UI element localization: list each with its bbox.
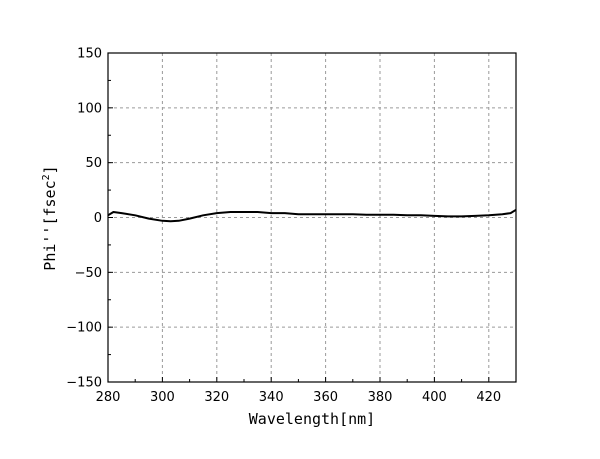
y-tick-labels: −150 −100 −50 0 50 100 150: [66, 47, 102, 391]
y-tick-label: −50: [75, 266, 102, 281]
axis-ticks: [107, 52, 490, 383]
x-tick-label: 320: [204, 390, 229, 405]
y-tick-label: 50: [85, 156, 102, 171]
grid-lines: [108, 53, 516, 382]
x-tick-label: 300: [150, 390, 175, 405]
y-tick-label: 150: [77, 47, 102, 62]
y-axis-title-close: ]: [41, 165, 59, 174]
x-tick-label: 280: [96, 390, 121, 405]
x-tick-label: 400: [422, 390, 447, 405]
y-tick-label: 0: [94, 211, 102, 226]
series-line-0: [107, 208, 517, 223]
y-tick-label: −150: [66, 376, 102, 391]
y-tick-label: −100: [66, 321, 102, 336]
x-tick-label: 360: [313, 390, 338, 405]
x-tick-labels: 280 300 320 340 360 380 400 420: [96, 390, 502, 405]
x-tick-label: 340: [259, 390, 284, 405]
series-layer: [107, 208, 517, 223]
y-axis-title-main: Phi''[fsec: [41, 180, 59, 270]
x-tick-label: 380: [368, 390, 393, 405]
x-tick-label: 420: [476, 390, 501, 405]
y-axis-title-superscript: 2: [41, 174, 52, 180]
y-axis-title: Phi''[fsec2]: [41, 165, 59, 270]
y-tick-label: 100: [77, 101, 102, 116]
x-axis-title: Wavelength[nm]: [249, 410, 375, 428]
